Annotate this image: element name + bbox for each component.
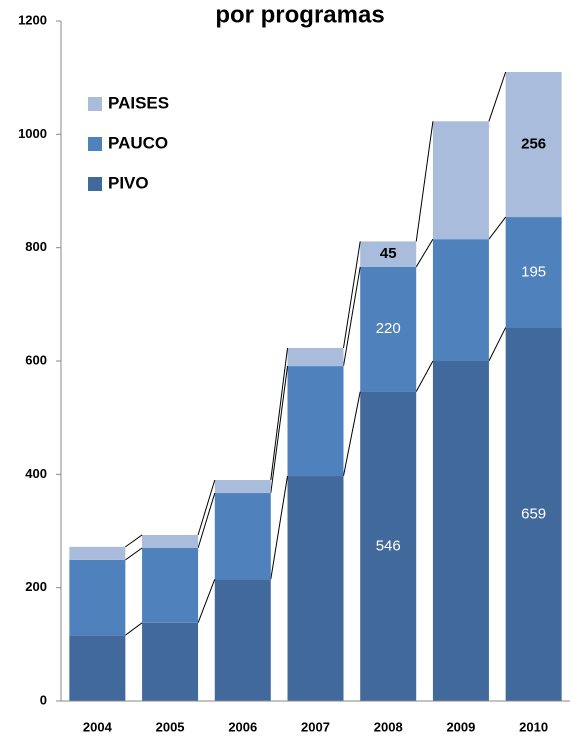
connector — [270, 347, 288, 481]
bar-segment — [360, 241, 417, 267]
connector — [270, 475, 288, 580]
legend-label: PAISES — [108, 93, 169, 112]
bar-segment — [432, 239, 489, 361]
data-label: 659 — [521, 505, 546, 522]
connector — [488, 327, 507, 362]
bar-segment — [360, 391, 417, 701]
x-tick-label: 2010 — [519, 719, 548, 734]
y-tick-label: 0 — [40, 692, 47, 707]
connector — [197, 479, 216, 536]
connector — [343, 241, 361, 349]
bar-segment — [432, 361, 489, 701]
legend-swatch — [88, 137, 102, 151]
bar-segment — [142, 534, 199, 548]
bar-segment — [505, 72, 562, 218]
bar-segment — [214, 493, 271, 580]
bar-segment — [287, 366, 344, 477]
data-label: 546 — [376, 537, 401, 554]
bar-segment — [505, 217, 562, 328]
bar-segment — [287, 347, 344, 367]
legend-label: PIVO — [108, 173, 149, 192]
y-tick-label: 600 — [25, 352, 47, 367]
data-label: 45 — [380, 245, 397, 262]
connector — [415, 121, 434, 242]
legend-label: PAUCO — [108, 133, 168, 152]
connector — [125, 622, 143, 636]
y-tick-label: 400 — [25, 466, 47, 481]
data-label: 195 — [521, 263, 546, 280]
y-tick-label: 800 — [25, 239, 47, 254]
x-tick-label: 2005 — [156, 719, 185, 734]
chart-title: por programas — [215, 1, 384, 28]
connector — [415, 360, 434, 392]
data-label: 220 — [376, 320, 401, 337]
connector — [488, 216, 507, 240]
legend-swatch — [88, 97, 102, 111]
y-tick-label: 1200 — [18, 12, 47, 27]
x-tick-label: 2008 — [374, 719, 403, 734]
connector — [125, 547, 143, 561]
connector — [270, 366, 288, 494]
bar-segment — [69, 546, 126, 560]
x-tick-label: 2007 — [301, 719, 330, 734]
data-label: 256 — [521, 136, 546, 153]
bar-segment — [214, 480, 271, 494]
bar-segment — [142, 622, 199, 701]
connector — [343, 266, 361, 367]
x-tick-label: 2004 — [83, 719, 113, 734]
bar-segment — [505, 327, 562, 701]
legend-swatch — [88, 177, 102, 191]
x-tick-label: 2006 — [228, 719, 257, 734]
connector — [197, 578, 216, 623]
bar-segment — [142, 548, 199, 623]
bar-segment — [69, 635, 126, 701]
connector — [343, 391, 361, 477]
connector — [488, 71, 507, 122]
bar-segment — [360, 266, 417, 392]
x-tick-label: 2009 — [446, 719, 475, 734]
connector — [197, 492, 216, 549]
connector — [415, 238, 434, 268]
connector — [125, 534, 143, 548]
bar-segment — [69, 559, 126, 636]
y-tick-label: 1000 — [18, 126, 47, 141]
bar-segment — [214, 579, 271, 701]
bar-segment — [287, 476, 344, 701]
bar-segment — [432, 121, 489, 240]
y-tick-label: 200 — [25, 579, 47, 594]
